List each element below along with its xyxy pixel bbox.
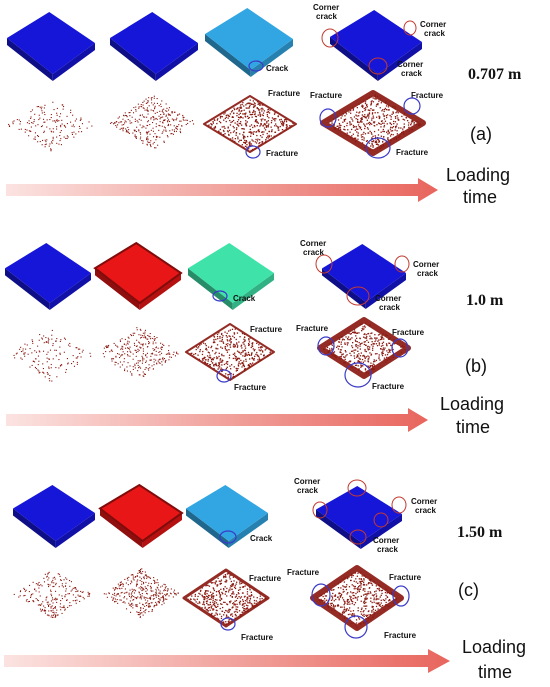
corner-crack-label: Corner crack (294, 477, 320, 495)
panel-a: Crack Corner crack Corner crack Corner crac… (6, 3, 522, 207)
corner-crack-label: Corner crack (375, 294, 401, 312)
fracture-label: Fracture (392, 328, 425, 337)
loading-time-arrow (6, 178, 438, 202)
fracture-circle (344, 615, 368, 639)
fracture-label: Fracture (287, 568, 320, 577)
fracture-label: Fracture (384, 631, 417, 640)
fracture-circle (392, 585, 410, 607)
fracture-label: Fracture (310, 91, 343, 100)
fracture-label: Fracture (296, 324, 329, 333)
corner-crack-label: Corner crack (313, 3, 339, 21)
slab-a4 (330, 10, 422, 81)
corner-crack-label: Corner crack (300, 239, 326, 257)
corner-crack-circle (349, 529, 367, 545)
corner-crack-circle (321, 28, 339, 48)
loading-time-arrow (6, 408, 428, 432)
loading-label: Loading (462, 637, 526, 657)
panel-c: Crack Corner crack Corner crack Corner crac… (4, 477, 526, 682)
slab-b4 (322, 244, 406, 309)
fracture-circle (216, 369, 232, 383)
corner-crack-label: Corner crack (413, 260, 439, 278)
slab-a3 (205, 8, 293, 77)
specimen-size: 1.0 m (466, 292, 504, 309)
fracture-circle (319, 108, 337, 128)
fracture-circle (391, 338, 409, 358)
corner-crack-circle (312, 501, 328, 519)
specimen-size: 1.50 m (457, 524, 503, 541)
scatter-c2 (103, 568, 179, 618)
fracture-label: Fracture (411, 91, 444, 100)
corner-crack-circle (347, 479, 367, 497)
fracture-circle (344, 362, 372, 388)
fracture-circle (365, 137, 391, 159)
crack-label: Crack (266, 64, 289, 73)
slab-a1 (7, 12, 95, 81)
slab-c1 (13, 485, 95, 548)
scatter-c1 (13, 571, 91, 618)
slab-c4 (316, 486, 402, 549)
slab-c2 (98, 483, 184, 548)
scatter-b2 (102, 327, 179, 377)
panel-b: Crack Corner crack Corner crack Corner crac… (5, 239, 504, 437)
fracture-label: Fracture (396, 148, 429, 157)
time-label: time (463, 187, 497, 207)
fracture-label: Fracture (234, 383, 267, 392)
corner-crack-circle (391, 496, 407, 514)
corner-crack-label: Corner crack (373, 536, 399, 554)
scatter-a1 (8, 101, 93, 152)
fracture-label: Fracture (389, 573, 422, 582)
fracture-label: Fracture (268, 89, 301, 98)
corner-crack-circle (373, 512, 389, 528)
fracture-circle (311, 583, 331, 607)
fracture-label: Fracture (249, 574, 282, 583)
corner-crack-circle (403, 20, 417, 36)
slab-b1 (5, 243, 91, 310)
panel-label: (c) (458, 580, 479, 600)
crack-label: Crack (233, 294, 256, 303)
crack-label: Crack (250, 534, 273, 543)
frac-a3 (203, 95, 297, 153)
fracture-circle (317, 336, 335, 356)
frac-b3 (185, 323, 275, 381)
corner-crack-label: Corner crack (411, 497, 437, 515)
panel-label: (a) (470, 124, 492, 144)
scatter-a2 (110, 95, 195, 149)
corner-crack-label: Corner crack (420, 20, 446, 38)
corner-crack-circle (368, 57, 388, 75)
slab-b2 (93, 241, 183, 310)
scatter-b1 (13, 329, 92, 382)
time-label: time (478, 662, 512, 682)
fracture-label: Fracture (266, 149, 299, 158)
panel-label: (b) (465, 356, 487, 376)
corner-crack-circle (315, 254, 333, 274)
fracture-label: Fracture (250, 325, 283, 334)
corner-crack-circle (346, 286, 370, 306)
loading-label: Loading (446, 165, 510, 185)
fracture-circle (245, 145, 261, 159)
fracture-label: Fracture (241, 633, 274, 642)
frac-c3 (182, 568, 270, 628)
crack-circle (219, 530, 237, 544)
specimen-size: 0.707 m (468, 66, 522, 83)
loading-label: Loading (440, 394, 504, 414)
time-label: time (456, 417, 490, 437)
frac-c4 (310, 565, 404, 631)
corner-crack-circle (394, 255, 410, 273)
fracture-circle (403, 97, 421, 115)
slab-a2 (110, 12, 198, 81)
fracture-circle (220, 617, 236, 631)
slab-b3 (188, 243, 274, 310)
crack-circle (212, 290, 228, 302)
fracture-label: Fracture (372, 382, 405, 391)
frac-a4 (320, 90, 426, 156)
loading-time-arrow (4, 649, 450, 673)
slab-c3 (186, 485, 268, 548)
corner-crack-label: Corner crack (397, 60, 423, 78)
crack-circle (248, 60, 264, 72)
